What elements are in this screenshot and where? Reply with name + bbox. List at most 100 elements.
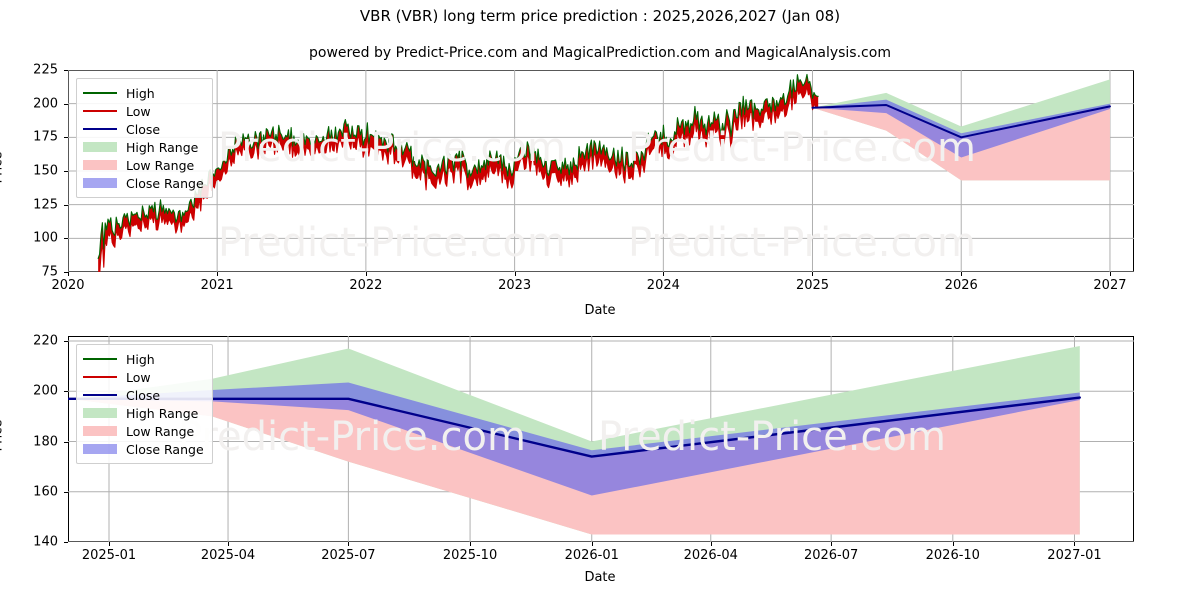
x-tick-label: 2021 xyxy=(200,278,234,293)
y-tick-mark xyxy=(64,238,68,240)
x-tick-label: 2025-04 xyxy=(200,548,256,563)
patch-swatch-icon xyxy=(83,443,117,455)
y-tick-mark xyxy=(64,491,68,493)
x-tick-mark xyxy=(514,272,516,276)
line-swatch-icon xyxy=(83,389,117,401)
overview-plot-svg xyxy=(68,70,1134,272)
legend-forecast-item-low[interactable]: Low xyxy=(83,368,204,386)
legend-forecast-item-label: Close xyxy=(126,387,161,403)
patch-swatch-icon xyxy=(83,159,117,171)
x-axis-label-top: Date xyxy=(584,303,616,318)
x-tick-mark xyxy=(228,542,230,546)
y-axis-ticks-top: 75 100 125 150 175 200 225 xyxy=(12,63,58,280)
y-tick-mark xyxy=(64,441,68,443)
legend-overview-item-close-range[interactable]: Close Range xyxy=(83,174,204,192)
x-tick-label: 2023 xyxy=(498,278,532,293)
x-tick-mark xyxy=(831,542,833,546)
forecast-plot-svg xyxy=(68,336,1134,542)
x-tick-mark xyxy=(470,542,472,546)
overview-chart: Predict-Price.com Predict-Price.com Pred… xyxy=(68,70,1134,272)
y-tick-label: 200 xyxy=(33,96,58,112)
y-tick-mark xyxy=(64,542,68,543)
legend-forecast-item-close[interactable]: Close xyxy=(83,386,204,404)
x-tick-label: 2025-10 xyxy=(442,548,498,563)
y-tick-label: 100 xyxy=(33,230,58,246)
legend-forecast-item-label: Low xyxy=(126,369,151,385)
y-tick-label: 180 xyxy=(33,434,58,449)
y-tick-mark xyxy=(64,103,68,105)
legend-forecast[interactable]: High Low Close High Range Low Range Close Ran… xyxy=(76,344,213,464)
x-tick-label: 2026-04 xyxy=(683,548,738,563)
x-tick-label: 2025-01 xyxy=(81,548,137,563)
legend-overview-item-label: Low xyxy=(126,103,151,119)
y-tick-label: 175 xyxy=(33,129,58,145)
legend-overview-item-close[interactable]: Close xyxy=(83,120,204,138)
y-axis-label-bottom: Price xyxy=(0,419,6,452)
x-tick-mark xyxy=(591,542,593,546)
y-tick-label: 150 xyxy=(33,163,58,179)
y-tick-mark xyxy=(64,137,68,139)
page-title: VBR (VBR) long term price prediction : 2… xyxy=(359,7,841,25)
line-swatch-icon xyxy=(83,123,117,135)
x-tick-label: 2022 xyxy=(349,278,383,293)
legend-overview-item-low[interactable]: Low xyxy=(83,102,204,120)
legend-forecast-item-label: High xyxy=(126,351,155,367)
line-swatch-icon xyxy=(83,87,117,99)
legend-overview-item-low-range[interactable]: Low Range xyxy=(83,156,204,174)
x-tick-mark xyxy=(68,272,69,276)
y-tick-mark xyxy=(64,171,68,172)
x-tick-mark xyxy=(348,542,350,546)
line-swatch-icon xyxy=(83,105,117,117)
y-tick-label: 225 xyxy=(33,62,58,78)
legend-overview-item-high[interactable]: High xyxy=(83,84,204,102)
x-tick-mark xyxy=(961,272,963,276)
legend-overview[interactable]: High Low Close High Range Low Range Close Ran… xyxy=(76,78,213,198)
x-tick-mark xyxy=(812,272,814,276)
patch-swatch-icon xyxy=(83,407,117,419)
legend-overview-item-label: High xyxy=(126,85,155,101)
patch-swatch-icon xyxy=(83,141,117,153)
x-tick-label: 2027 xyxy=(1093,278,1127,293)
legend-forecast-item-label: Low Range xyxy=(126,423,195,439)
y-tick-label: 160 xyxy=(33,484,58,500)
legend-overview-item-high-range[interactable]: High Range xyxy=(83,138,204,156)
y-tick-mark xyxy=(64,70,68,71)
y-axis-ticks-bottom: 140 160 180 200 220 xyxy=(12,333,58,550)
y-tick-mark xyxy=(64,341,68,343)
x-tick-mark xyxy=(365,272,367,276)
legend-forecast-item-label: High Range xyxy=(126,405,199,421)
line-swatch-icon xyxy=(83,353,117,365)
x-axis-ticks-bottom: 2025-01 2025-04 2025-07 2025-10 2026-01 2026-… xyxy=(0,548,1200,566)
legend-forecast-item-low-range[interactable]: Low Range xyxy=(83,422,204,440)
y-tick-label: 140 xyxy=(33,534,58,550)
page-subtitle: powered by Predict-Price.com and Magical… xyxy=(309,45,891,61)
x-tick-mark xyxy=(952,542,954,546)
x-tick-mark xyxy=(710,542,712,546)
y-tick-mark xyxy=(64,204,68,206)
y-tick-label: 75 xyxy=(41,264,58,280)
x-tick-label: 2026-07 xyxy=(803,548,859,563)
x-tick-mark xyxy=(1074,542,1076,546)
x-tick-label: 2026 xyxy=(944,278,978,293)
y-tick-label: 125 xyxy=(33,197,58,213)
x-tick-label: 2026-01 xyxy=(564,548,619,563)
y-tick-label: 200 xyxy=(33,383,58,399)
patch-swatch-icon xyxy=(83,425,117,437)
x-tick-mark xyxy=(109,542,110,546)
legend-forecast-item-high-range[interactable]: High Range xyxy=(83,404,204,422)
x-tick-label: 2025-07 xyxy=(321,548,376,563)
forecast-detail-chart: Predict-Price.com Predict-Price.com xyxy=(68,336,1134,542)
x-tick-mark xyxy=(663,272,665,276)
legend-forecast-item-label: Close Range xyxy=(126,441,204,457)
legend-overview-item-label: Close Range xyxy=(126,175,204,191)
legend-forecast-item-high[interactable]: High xyxy=(83,350,204,368)
x-tick-label: 2027-01 xyxy=(1047,548,1102,563)
y-tick-mark xyxy=(64,391,68,393)
legend-overview-item-label: Close xyxy=(126,121,161,137)
legend-forecast-item-close-range[interactable]: Close Range xyxy=(83,440,204,458)
y-tick-label: 220 xyxy=(33,333,58,349)
x-tick-label: 2024 xyxy=(646,278,680,293)
x-axis-label-bottom: Date xyxy=(584,570,616,585)
legend-overview-item-label: Low Range xyxy=(126,157,195,173)
